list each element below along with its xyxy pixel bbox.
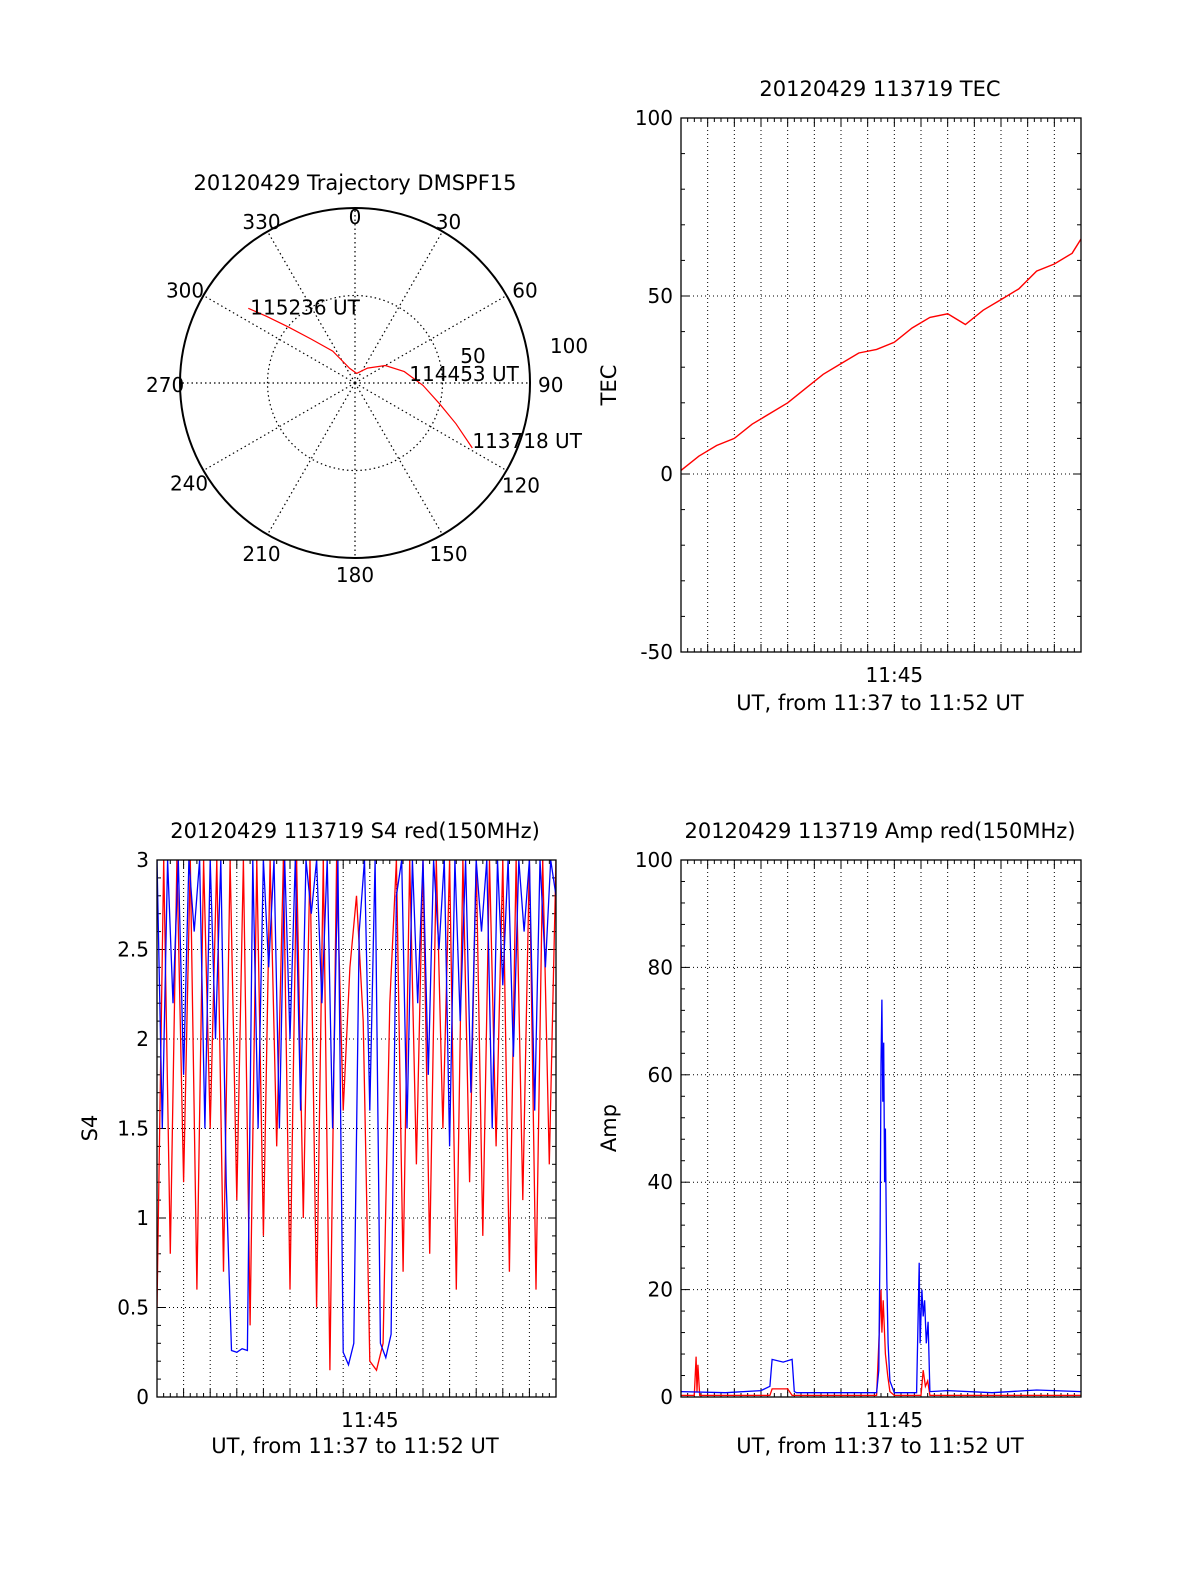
s4-xlabel: UT, from 11:37 to 11:52 UT bbox=[211, 1434, 499, 1458]
polar-angle-label: 330 bbox=[242, 210, 280, 234]
s4-series-line bbox=[157, 860, 556, 1372]
tec-chart: 20120429 113719 TEC UT, from 11:37 to 11… bbox=[597, 77, 1082, 715]
y-tick-label: 3 bbox=[136, 848, 149, 872]
s4-ylabel: S4 bbox=[78, 1115, 102, 1142]
y-tick-label: 80 bbox=[648, 955, 673, 979]
polar-spoke bbox=[266, 382, 356, 535]
polar-angle-label: 210 bbox=[242, 542, 280, 566]
amp-ylabel: Amp bbox=[597, 1104, 621, 1152]
y-tick-label: 0 bbox=[660, 462, 673, 486]
tec-ylabel: TEC bbox=[597, 365, 621, 407]
amp-series-line bbox=[681, 1289, 1081, 1397]
tec-series-line bbox=[681, 238, 1081, 471]
y-tick-label: 40 bbox=[648, 1170, 673, 1194]
trajectory-annotation: 114453 UT bbox=[409, 362, 519, 386]
y-tick-label: 0.5 bbox=[117, 1296, 149, 1320]
polar-angle-label: 270 bbox=[146, 373, 184, 397]
y-tick-label: -50 bbox=[640, 640, 673, 664]
polar-angle-label: 150 bbox=[429, 542, 467, 566]
s4-plot-frame bbox=[156, 859, 557, 1398]
y-tick-label: 2.5 bbox=[117, 938, 149, 962]
y-tick-label: 20 bbox=[648, 1278, 673, 1302]
x-tick-label: 11:45 bbox=[866, 663, 924, 687]
polar-radial-label: 100 bbox=[550, 334, 588, 358]
polar-angle-label: 120 bbox=[502, 474, 540, 498]
polar-angle-label: 30 bbox=[436, 210, 461, 234]
polar-inner-circle bbox=[266, 294, 444, 472]
y-tick-label: 1 bbox=[136, 1206, 149, 1230]
y-tick-label: 2 bbox=[136, 1027, 149, 1051]
y-tick-label: 0 bbox=[136, 1385, 149, 1409]
y-tick-label: 100 bbox=[635, 848, 673, 872]
s4-title: 20120429 113719 S4 red(150MHz) bbox=[170, 819, 540, 843]
s4-chart: 20120429 113719 S4 red(150MHz) UT, from … bbox=[78, 819, 557, 1458]
polar-spoke bbox=[203, 382, 356, 472]
y-tick-label: 0 bbox=[660, 1385, 673, 1409]
amp-plot-frame bbox=[680, 859, 1082, 1398]
polar-spoke bbox=[354, 231, 444, 384]
amp-title: 20120429 113719 Amp red(150MHz) bbox=[684, 819, 1075, 843]
amp-chart: 20120429 113719 Amp red(150MHz) UT, from… bbox=[597, 819, 1082, 1458]
tec-plot-frame bbox=[680, 117, 1082, 653]
amp-series-line bbox=[681, 999, 1081, 1394]
amp-xlabel: UT, from 11:37 to 11:52 UT bbox=[736, 1434, 1024, 1458]
polar-angle-label: 60 bbox=[512, 279, 537, 303]
trajectory-annotation: 113718 UT bbox=[472, 429, 582, 453]
polar-angle-label: 90 bbox=[538, 373, 563, 397]
polar-radial-label: 50 bbox=[460, 344, 485, 368]
trajectory-line bbox=[248, 307, 473, 449]
trajectory-title: 20120429 Trajectory DMSPF15 bbox=[193, 171, 516, 195]
polar-angle-label: 0 bbox=[349, 205, 362, 229]
y-tick-label: 60 bbox=[648, 1063, 673, 1087]
x-tick-label: 11:45 bbox=[866, 1408, 924, 1432]
y-tick-label: 100 bbox=[635, 106, 673, 130]
trajectory-chart: 20120429 Trajectory DMSPF15 0 30 60 90 120 15… bbox=[146, 171, 588, 587]
polar-angle-label: 300 bbox=[166, 279, 204, 303]
polar-outer-circle bbox=[179, 207, 531, 559]
trajectory-annotation: 115236 UT bbox=[250, 295, 360, 319]
y-tick-label: 50 bbox=[648, 284, 673, 308]
s4-series-line bbox=[157, 860, 556, 1367]
y-tick-label: 1.5 bbox=[117, 1117, 149, 1141]
tec-xlabel: UT, from 11:37 to 11:52 UT bbox=[736, 691, 1024, 715]
tec-title: 20120429 113719 TEC bbox=[759, 77, 1000, 101]
polar-angle-label: 240 bbox=[170, 472, 208, 496]
x-tick-label: 11:45 bbox=[341, 1408, 399, 1432]
polar-angle-label: 180 bbox=[336, 563, 374, 587]
